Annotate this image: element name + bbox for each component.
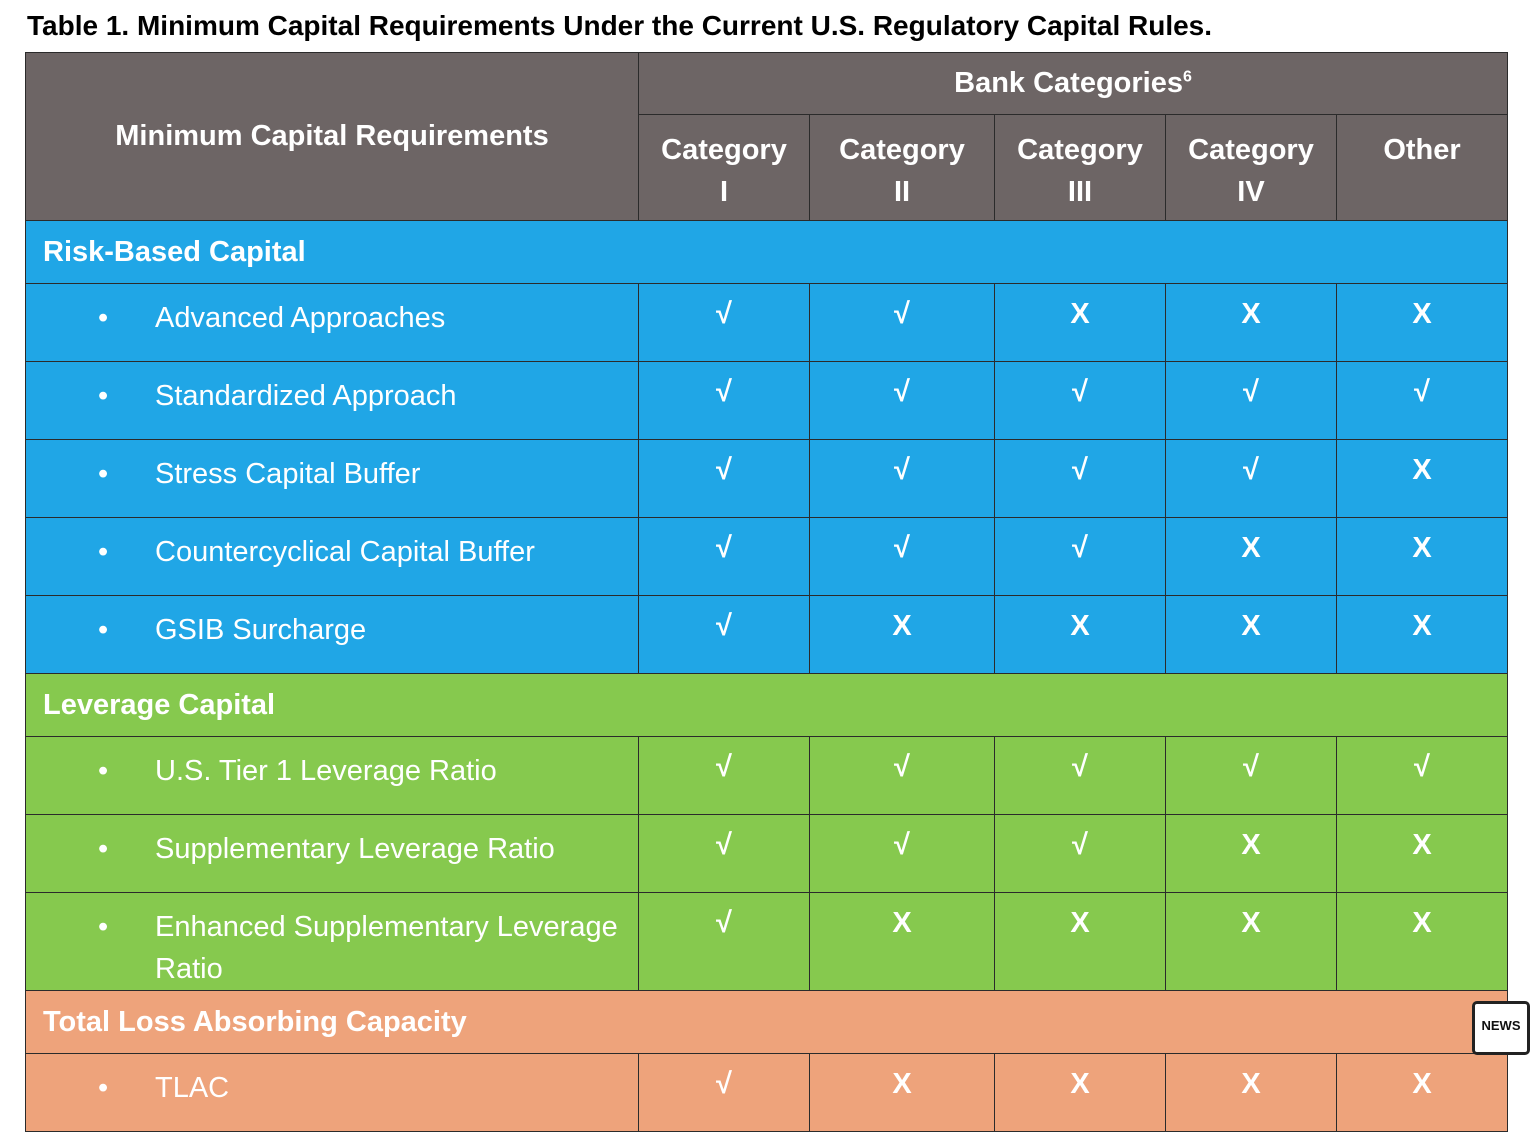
page: Table 1. Minimum Capital Requirements Un… [0, 0, 1536, 1061]
requirement-row: U.S. Tier 1 Leverage Ratio√√√√√ [25, 736, 1509, 815]
column-header: Category I [638, 114, 810, 221]
applicability-mark: X [809, 1053, 995, 1132]
header-bank-categories: Bank Categories6 [637, 52, 1509, 115]
applicability-mark: X [1165, 1053, 1337, 1132]
applicability-mark: √ [638, 892, 810, 991]
applicability-mark: √ [638, 595, 810, 674]
applicability-mark: X [1165, 892, 1337, 991]
applicability-mark: X [1335, 814, 1509, 893]
applicability-mark: X [994, 283, 1166, 362]
applicability-mark: X [994, 595, 1166, 674]
applicability-mark: X [1335, 439, 1509, 518]
header-requirements: Minimum Capital Requirements [25, 52, 639, 221]
section-row: Leverage Capital [24, 673, 1509, 737]
requirement-row: Standardized Approach√√√√√ [25, 361, 1509, 440]
requirement-row: Countercyclical Capital Buffer√√√XX [25, 517, 1509, 596]
applicability-mark: √ [638, 1053, 810, 1132]
applicability-mark: √ [638, 814, 810, 893]
applicability-mark: √ [638, 361, 810, 440]
requirement-row: Enhanced Supplementary Leverage Ratio√XX… [25, 892, 1509, 991]
section-title: Risk-Based Capital [24, 220, 1509, 284]
applicability-mark: √ [1335, 361, 1509, 440]
applicability-mark: √ [994, 736, 1166, 815]
requirement-row: Stress Capital Buffer√√√√X [25, 439, 1509, 518]
applicability-mark: √ [809, 814, 995, 893]
requirement-label: GSIB Surcharge [25, 595, 639, 674]
applicability-mark: √ [809, 736, 995, 815]
applicability-mark: √ [809, 517, 995, 596]
applicability-mark: √ [809, 361, 995, 440]
applicability-mark: √ [994, 439, 1166, 518]
header-text: Minimum Capital Requirements [115, 120, 549, 152]
applicability-mark: X [994, 1053, 1166, 1132]
section-title: Leverage Capital [24, 673, 1509, 737]
requirement-label: U.S. Tier 1 Leverage Ratio [25, 736, 639, 815]
applicability-mark: X [1335, 283, 1509, 362]
applicability-mark: √ [638, 517, 810, 596]
applicability-mark: X [1335, 1053, 1509, 1132]
applicability-mark: X [1165, 814, 1337, 893]
table-title: Table 1. Minimum Capital Requirements Un… [27, 10, 1213, 41]
requirement-label: Standardized Approach [25, 361, 639, 440]
requirements-table: Minimum Capital Requirements Bank Catego… [24, 52, 1509, 1132]
applicability-mark: X [994, 892, 1166, 991]
section-row: Risk-Based Capital [24, 220, 1509, 284]
column-header: Category III [994, 114, 1166, 221]
applicability-mark: √ [994, 361, 1166, 440]
applicability-mark: √ [638, 283, 810, 362]
applicability-mark: √ [638, 439, 810, 518]
requirement-label: Advanced Approaches [25, 283, 639, 362]
applicability-mark: √ [994, 814, 1166, 893]
applicability-mark: √ [994, 517, 1166, 596]
column-header: Category II [809, 114, 995, 221]
requirement-label: Enhanced Supplementary Leverage Ratio [25, 892, 639, 991]
applicability-mark: √ [809, 283, 995, 362]
applicability-mark: X [1335, 517, 1509, 596]
column-header: Category IV [1165, 114, 1337, 221]
applicability-mark: X [809, 892, 995, 991]
section-title: Total Loss Absorbing Capacity [24, 990, 1509, 1054]
requirement-label: Stress Capital Buffer [25, 439, 639, 518]
applicability-mark: √ [809, 439, 995, 518]
requirement-row: Supplementary Leverage Ratio√√√XX [25, 814, 1509, 893]
applicability-mark: X [809, 595, 995, 674]
column-header: Other [1335, 114, 1509, 221]
requirement-label: Supplementary Leverage Ratio [25, 814, 639, 893]
applicability-mark: √ [1165, 361, 1337, 440]
requirement-label: Countercyclical Capital Buffer [25, 517, 639, 596]
applicability-mark: X [1335, 595, 1509, 674]
footnote: 6 [1182, 68, 1192, 86]
section-row: Total Loss Absorbing Capacity [24, 990, 1509, 1054]
applicability-mark: X [1165, 283, 1337, 362]
applicability-mark: √ [638, 736, 810, 815]
applicability-mark: √ [1335, 736, 1509, 815]
applicability-mark: √ [1165, 736, 1337, 815]
requirement-row: Advanced Approaches√√XXX [25, 283, 1509, 362]
applicability-mark: X [1165, 517, 1337, 596]
requirement-label: TLAC [25, 1053, 639, 1132]
header-text: Bank Categories [954, 67, 1183, 99]
applicability-mark: X [1165, 595, 1337, 674]
applicability-mark: X [1335, 892, 1509, 991]
news-badge: NEWS [1472, 1001, 1530, 1055]
applicability-mark: √ [1165, 439, 1337, 518]
